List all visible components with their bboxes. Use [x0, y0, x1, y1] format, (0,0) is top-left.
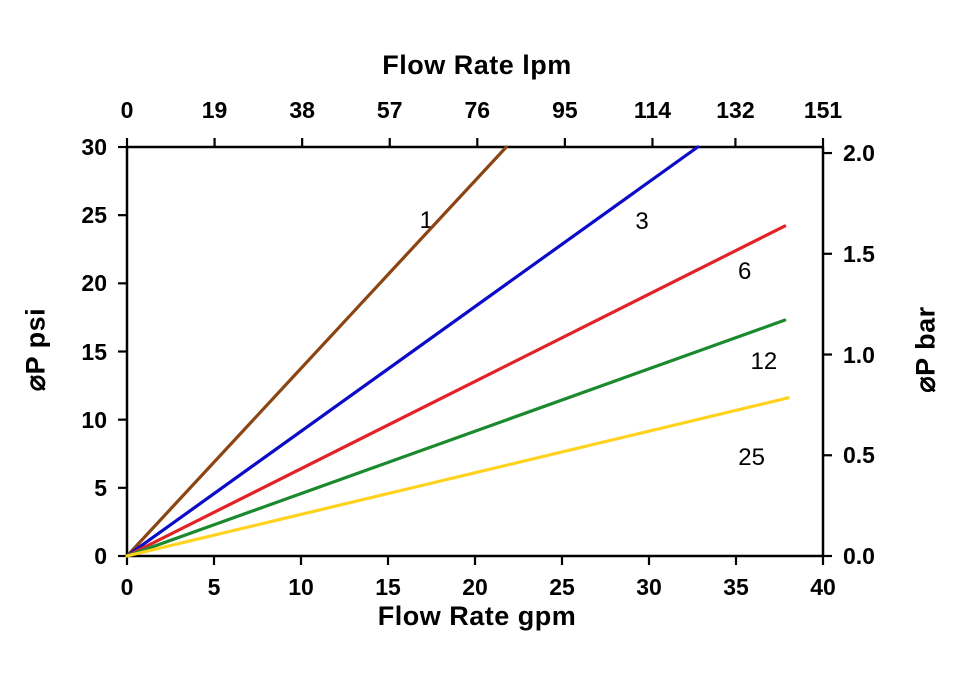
- curve-25: [125, 396, 790, 558]
- curve-12: [125, 318, 787, 558]
- y2-tick-label: 2.0: [843, 140, 875, 167]
- x-tick-label: 10: [288, 574, 314, 600]
- x2-tick-label: 19: [201, 97, 228, 123]
- curve-6: [125, 224, 787, 558]
- y-tick-label: 5: [94, 474, 107, 501]
- x2-tick-label: 95: [552, 97, 578, 123]
- top-axis-title: Flow Rate lpm: [382, 50, 572, 80]
- y-tick-label: 10: [81, 406, 107, 433]
- axes-frame: [125, 145, 825, 558]
- y2-tick-label: 0.0: [843, 543, 875, 569]
- x-tick-label: 40: [810, 574, 836, 600]
- x2-tick-label: 114: [633, 97, 672, 123]
- y-tick-label: 0: [94, 543, 107, 569]
- x-tick-label: 15: [375, 574, 401, 600]
- y2-tick-label: 1.0: [843, 341, 875, 368]
- x2-tick-label: 151: [803, 97, 843, 123]
- x2-tick-label: 57: [376, 97, 403, 123]
- x2-tick-label: 38: [289, 97, 315, 123]
- curve-label-25: 25: [738, 443, 766, 471]
- x-tick-label: 20: [462, 574, 488, 600]
- y-tick-label: 30: [81, 134, 107, 160]
- curve-1: [125, 145, 508, 558]
- curve-label-6: 6: [738, 258, 752, 286]
- x-tick-label: 30: [636, 574, 662, 600]
- x2-tick-label: 76: [464, 97, 491, 123]
- bottom-axis-title: Flow Rate gpm: [377, 601, 577, 631]
- y2-tick-label: 1.5: [843, 240, 875, 267]
- x2-tick-label: 132: [716, 97, 755, 123]
- y2-tick-label: 0.5: [843, 442, 875, 469]
- curve-label-12: 12: [750, 348, 778, 376]
- y-tick-label: 25: [81, 202, 107, 229]
- curve-label-3: 3: [635, 207, 649, 235]
- x-tick-label: 35: [723, 574, 749, 600]
- curve-label-1: 1: [419, 206, 433, 234]
- x-tick-label: 25: [549, 574, 575, 600]
- axis-ticks: [118, 138, 832, 565]
- x-tick-label: 0: [120, 574, 134, 600]
- curve-3: [125, 145, 700, 558]
- x2-tick-label: 0: [120, 97, 134, 123]
- y-tick-label: 20: [81, 270, 107, 297]
- data-curves: [125, 145, 790, 558]
- x-tick-label: 5: [207, 574, 221, 600]
- y-tick-label: 15: [81, 338, 107, 365]
